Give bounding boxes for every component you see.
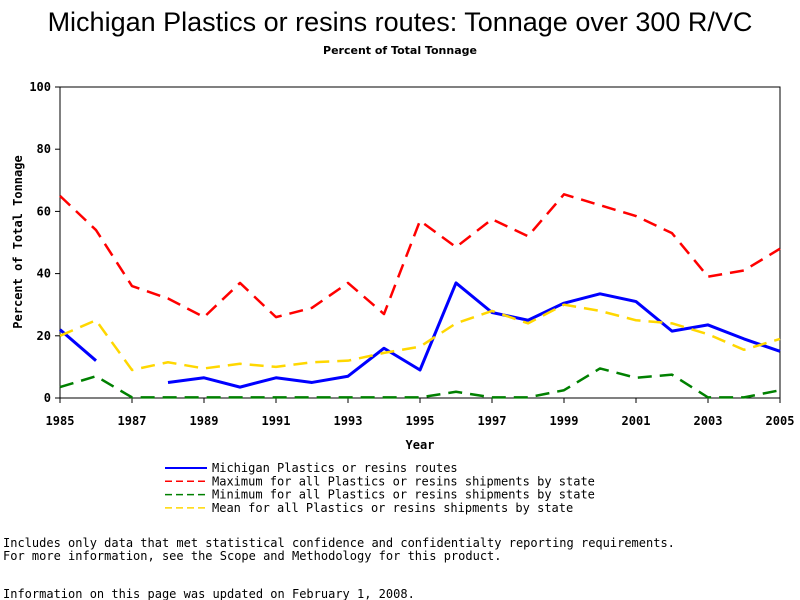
series-line-maximum-for-all-plastics-or-resins-shipments-by-state	[59, 193, 781, 319]
legend-label: Minimum for all Plastics or resins shipm…	[212, 488, 595, 502]
y-tick-label: 60	[37, 204, 51, 218]
chart-subtitle: Percent of Total Tonnage	[323, 44, 477, 57]
y-axis-ticks: 0 20 40 60 80 100	[29, 80, 60, 405]
x-axis-label: Year	[406, 438, 435, 452]
y-tick-label: 0	[44, 391, 51, 405]
y-axis-label: Percent of Total Tonnage	[11, 155, 25, 328]
legend-label: Michigan Plastics or resins routes	[212, 461, 458, 475]
chart-title: Michigan Plastics or resins routes: Tonn…	[48, 7, 753, 37]
series-layer	[59, 193, 781, 399]
legend-label: Mean for all Plastics or resins shipment…	[212, 501, 573, 515]
footnote-methodology: For more information, see the Scope and …	[3, 549, 502, 563]
x-tick-label: 1989	[190, 414, 219, 428]
series-line-mean-for-all-plastics-or-resins-shipments-by-state	[59, 303, 781, 372]
x-tick-label: 1997	[478, 414, 507, 428]
y-tick-label: 100	[29, 80, 51, 94]
series-line-minimum-for-all-plastics-or-resins-shipments-by-state	[59, 367, 781, 399]
x-tick-label: 2005	[766, 414, 795, 428]
x-tick-label: 1995	[406, 414, 435, 428]
y-tick-label: 20	[37, 329, 51, 343]
legend: Michigan Plastics or resins routesMaximu…	[165, 461, 595, 515]
x-tick-label: 1991	[262, 414, 291, 428]
footnote-confidence: Includes only data that met statistical …	[3, 536, 675, 550]
x-tick-label: 1987	[118, 414, 147, 428]
updated-note: Information on this page was updated on …	[3, 587, 415, 600]
x-tick-label: 2003	[694, 414, 723, 428]
series-line-michigan-plastics-or-resins-routes	[167, 281, 781, 389]
x-tick-label: 1993	[334, 414, 363, 428]
legend-label: Maximum for all Plastics or resins shipm…	[212, 474, 595, 488]
series-line-michigan-plastics-or-resins-routes	[59, 328, 97, 362]
x-tick-label: 1985	[46, 414, 75, 428]
x-tick-label: 1999	[550, 414, 579, 428]
x-axis-ticks: 1985 1987 1989 1991 1993 1995 1997 1999 2001 2003…	[46, 398, 795, 428]
x-tick-label: 2001	[622, 414, 651, 428]
plot-frame	[59, 86, 781, 399]
y-tick-label: 80	[37, 142, 51, 156]
y-tick-label: 40	[37, 267, 51, 281]
